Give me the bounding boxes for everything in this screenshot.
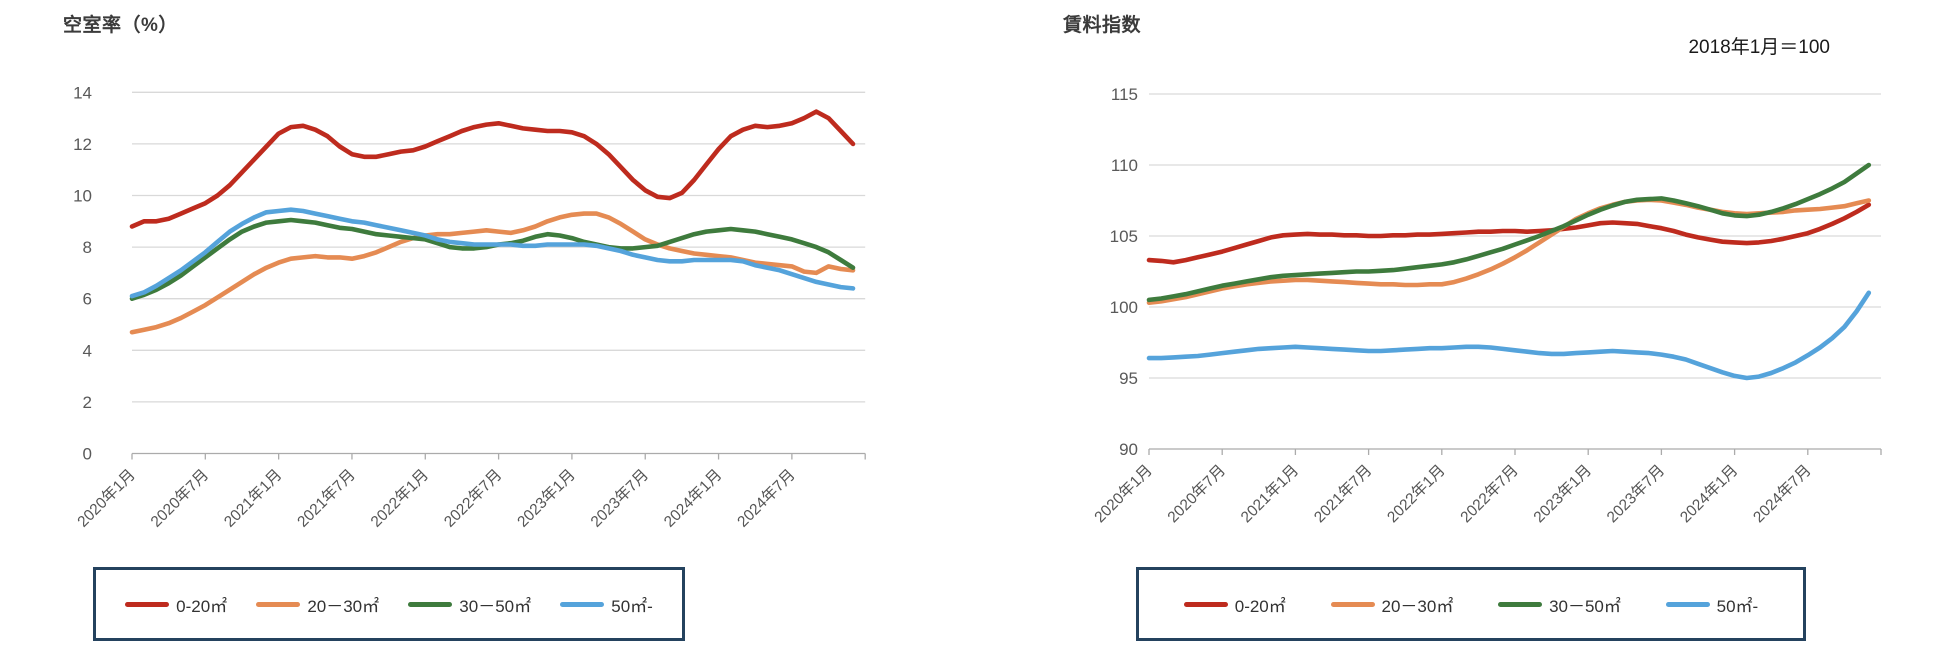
rent-index-chart-title: 賃料指数 bbox=[1063, 15, 1142, 36]
y-axis-tick-label: 4 bbox=[83, 341, 92, 360]
legend-label: 20－30㎡ bbox=[307, 596, 380, 616]
series-line-0 bbox=[129, 109, 856, 229]
legend-label: 0-20㎡ bbox=[176, 596, 228, 616]
legend-label: 50㎡- bbox=[611, 596, 653, 616]
y-axis-tick-label: 90 bbox=[1119, 440, 1138, 459]
y-axis-tick-label: 8 bbox=[83, 238, 92, 257]
series-line-3 bbox=[1146, 290, 1872, 381]
legend-label: 0-20㎡ bbox=[1234, 596, 1286, 616]
x-axis-tick-label: 2024年7月 bbox=[734, 466, 799, 531]
x-axis-tick-label: 2020年1月 bbox=[1091, 461, 1156, 526]
x-axis-tick-label: 2024年7月 bbox=[1749, 461, 1814, 526]
x-axis-tick-label: 2020年1月 bbox=[74, 466, 139, 531]
vacancy-chart-title: 空室率（%） bbox=[63, 15, 178, 36]
x-axis-tick-label: 2023年1月 bbox=[514, 466, 579, 531]
x-axis-tick-label: 2024年1月 bbox=[660, 466, 725, 531]
y-axis-tick-label: 105 bbox=[1110, 227, 1138, 246]
x-axis-tick-label: 2020年7月 bbox=[147, 466, 212, 531]
x-axis-tick-label: 2024年1月 bbox=[1676, 461, 1741, 526]
x-axis-tick-label: 2021年7月 bbox=[1310, 461, 1375, 526]
legend-item: 0-20㎡ bbox=[125, 592, 227, 617]
series-swatch-20-30 bbox=[256, 601, 301, 607]
legend-label: 50㎡- bbox=[1716, 596, 1759, 616]
x-axis-tick-label: 2022年1月 bbox=[1383, 461, 1448, 526]
series-line-2 bbox=[1146, 162, 1872, 303]
y-axis-tick-label: 12 bbox=[73, 135, 92, 154]
legend-item: 20－30㎡ bbox=[256, 592, 379, 617]
x-axis-tick-label: 2022年7月 bbox=[1457, 461, 1522, 526]
legend-item: 0-20㎡ bbox=[1183, 592, 1286, 617]
series-line-3 bbox=[129, 207, 856, 299]
y-axis-tick-label: 95 bbox=[1119, 369, 1138, 388]
legend-item: 30－50㎡ bbox=[408, 592, 531, 617]
series-line-0 bbox=[1146, 202, 1872, 265]
y-axis-tick-label: 10 bbox=[73, 187, 92, 206]
x-axis-tick-label: 2021年7月 bbox=[294, 466, 359, 531]
series-swatch-50plus bbox=[1665, 601, 1710, 607]
x-axis-tick-label: 2022年7月 bbox=[440, 466, 505, 531]
legend-item: 50㎡- bbox=[1665, 592, 1759, 617]
x-axis-tick-label: 2023年7月 bbox=[587, 466, 652, 531]
x-axis-tick-label: 2021年1月 bbox=[1237, 461, 1302, 526]
y-axis-tick-label: 110 bbox=[1111, 156, 1138, 175]
series-swatch-30-50 bbox=[408, 601, 453, 607]
x-axis-tick-label: 2023年1月 bbox=[1530, 461, 1595, 526]
series-swatch-20-30 bbox=[1330, 601, 1375, 607]
x-axis-tick-label: 2020年7月 bbox=[1164, 461, 1229, 526]
vacancy-chart-legend: 0-20㎡ 20－30㎡ 30－50㎡ 50㎡- bbox=[93, 567, 685, 641]
y-axis-tick-label: 100 bbox=[1110, 298, 1138, 317]
y-axis-tick-label: 14 bbox=[73, 83, 92, 102]
x-axis-tick-label: 2022年1月 bbox=[367, 466, 432, 531]
legend-label: 20－30㎡ bbox=[1381, 596, 1454, 616]
legend-label: 30－50㎡ bbox=[1549, 596, 1621, 616]
x-axis-tick-label: 2021年1月 bbox=[220, 466, 285, 531]
y-axis-tick-label: 115 bbox=[1111, 85, 1138, 104]
y-axis-tick-label: 6 bbox=[83, 290, 92, 309]
series-swatch-30-50 bbox=[1498, 601, 1543, 607]
y-axis-tick-label: 2 bbox=[83, 393, 92, 412]
y-axis-tick-label: 0 bbox=[83, 445, 92, 464]
rent-index-chart-legend: 0-20㎡ 20－30㎡ 30－50㎡ 50㎡- bbox=[1136, 567, 1806, 641]
series-swatch-50plus bbox=[560, 601, 605, 607]
base-period-annotation: 2018年1月＝100 bbox=[1688, 37, 1830, 58]
series-swatch-0-20 bbox=[125, 601, 170, 607]
x-axis-tick-label: 2023年7月 bbox=[1603, 461, 1668, 526]
series-line-1 bbox=[129, 211, 856, 335]
series-swatch-0-20 bbox=[1183, 601, 1228, 607]
legend-item: 50㎡- bbox=[560, 592, 653, 617]
legend-item: 20－30㎡ bbox=[1330, 592, 1454, 617]
legend-item: 30－50㎡ bbox=[1498, 592, 1621, 617]
legend-label: 30－50㎡ bbox=[459, 596, 532, 616]
